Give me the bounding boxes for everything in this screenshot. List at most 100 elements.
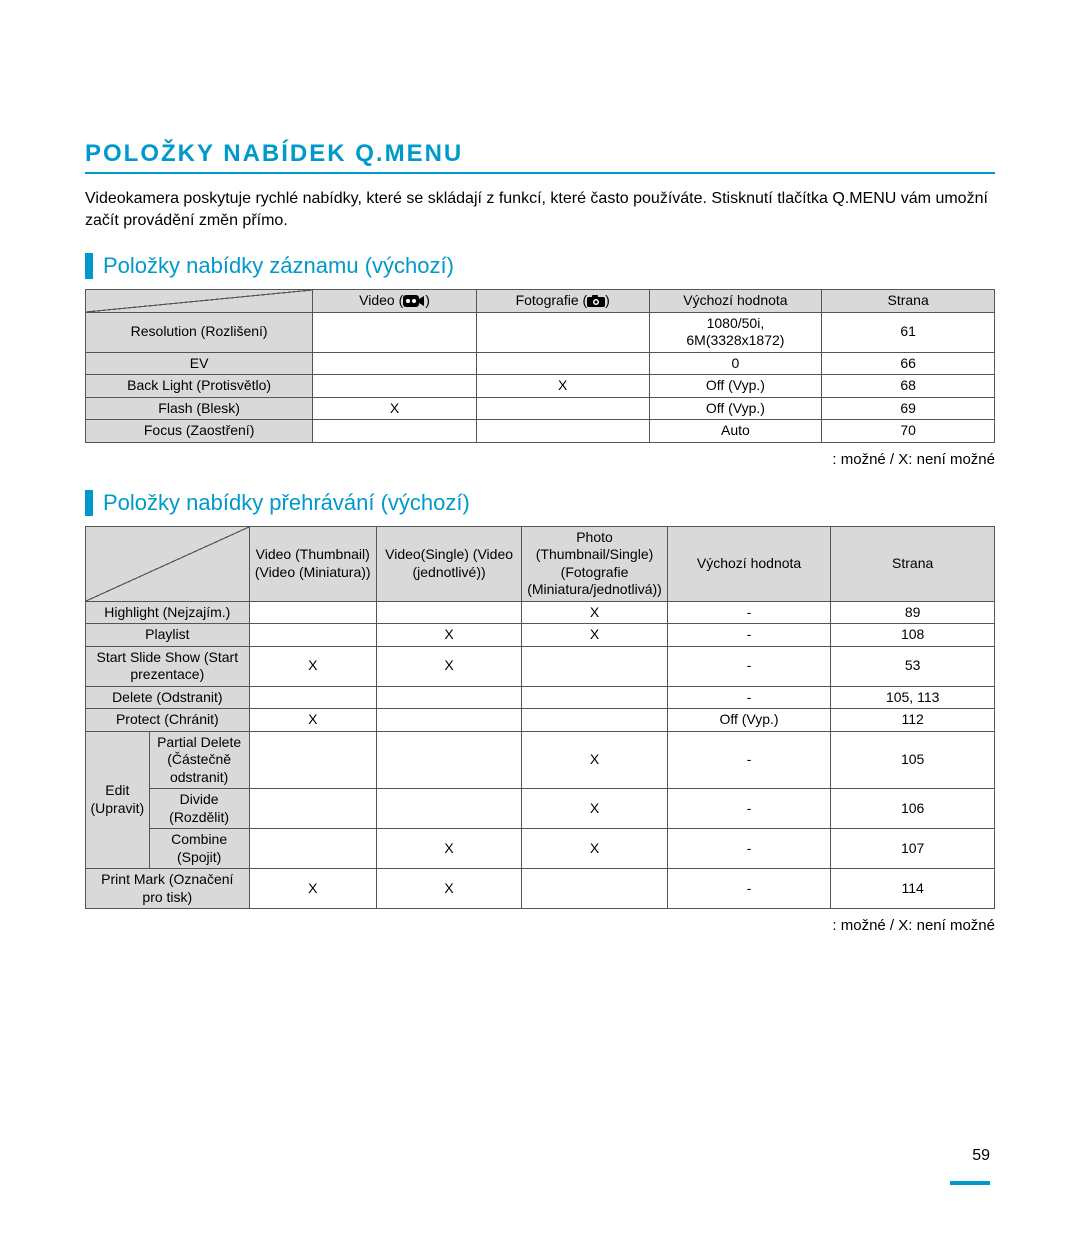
cell: Off (Vyp.) [667,709,831,732]
cell: 105, 113 [831,686,995,709]
table-row: Combine (Spojit)XX-107 [86,829,995,869]
cell: Highlight (Nejzajím.) [86,601,250,624]
col-default: Výchozí hodnota [667,526,831,601]
cell: 108 [831,624,995,647]
cell: Edit (Upravit) [86,731,150,869]
video-suffix: ) [425,292,430,308]
table-row: Start Slide Show (Start prezentace)XX-53 [86,646,995,686]
table-row: Divide (Rozdělit)X-106 [86,789,995,829]
cell [249,829,376,869]
cell: - [667,646,831,686]
cell: 112 [831,709,995,732]
cell: 66 [822,352,995,375]
section2-title: Položky nabídky přehrávání (výchozí) [85,490,995,516]
cell: - [667,829,831,869]
cell: 1080/50i,6M(3328x1872) [649,312,822,352]
cell: X [376,646,521,686]
cell [476,312,649,352]
cell [376,686,521,709]
cell [376,731,521,789]
table-row: Back Light (Protisvětlo)XOff (Vyp.)68 [86,375,995,398]
photo-suffix: ) [605,292,610,308]
blank-header [86,290,313,313]
cell: X [249,869,376,909]
cell: X [249,709,376,732]
section1-title: Položky nabídky záznamu (výchozí) [85,253,995,279]
cell: 61 [822,312,995,352]
page-marker [950,1181,990,1185]
cell: X [522,829,667,869]
cell [476,397,649,420]
legend-text-2: : možné / X: není možné [85,917,995,934]
cell: 70 [822,420,995,443]
cell [376,789,521,829]
video-icon [403,295,425,307]
col-vsingle: Video(Single) (Video (jednotlivé)) [376,526,521,601]
cell: - [667,601,831,624]
cell: Protect (Chránit) [86,709,250,732]
table-row: EV 066 [86,352,995,375]
cell: 114 [831,869,995,909]
legend-text: : možné / X: není možné [85,451,995,468]
cell [522,869,667,909]
cell: - [667,789,831,829]
table-row: Edit (Upravit)Partial Delete (Částečně o… [86,731,995,789]
cell: Combine (Spojit) [149,829,249,869]
table-playback: Video (Thumbnail) (Video (Miniatura)) Vi… [85,526,995,910]
cell: EV [86,352,313,375]
col-default: Výchozí hodnota [649,290,822,313]
table-row: Delete (Odstranit) -105, 113 [86,686,995,709]
page-title: POLOŽKY NABÍDEK Q.MENU [85,140,995,174]
cell: X [376,624,521,647]
cell: Off (Vyp.) [649,397,822,420]
cell [249,624,376,647]
cell: X [249,646,376,686]
cell [249,731,376,789]
col-vthumb: Video (Thumbnail) (Video (Miniatura)) [249,526,376,601]
cell [313,375,477,398]
col-pthumb: Photo (Thumbnail/Single) (Fotografie (Mi… [522,526,667,601]
intro-text: Videokamera poskytuje rychlé nabídky, kt… [85,188,995,231]
table-row: Print Mark (Označení pro tisk)XX-114 [86,869,995,909]
cell: - [667,686,831,709]
page-number: 59 [972,1147,990,1165]
cell [522,646,667,686]
cell: Print Mark (Označení pro tisk) [86,869,250,909]
cell: Divide (Rozdělit) [149,789,249,829]
cell: Start Slide Show (Start prezentace) [86,646,250,686]
cell: X [522,731,667,789]
video-label: Video ( [359,292,403,308]
cell [313,352,477,375]
table-row: PlaylistXX-108 [86,624,995,647]
cell: Flash (Blesk) [86,397,313,420]
cell: X [376,829,521,869]
table-recording: Video () Fotografie () Výchozí hodnota S… [85,289,995,443]
cell: 68 [822,375,995,398]
cell [249,789,376,829]
blank-header [86,526,250,601]
cell: Focus (Zaostření) [86,420,313,443]
col-photo: Fotografie () [476,290,649,313]
cell: X [313,397,477,420]
cell: 0 [649,352,822,375]
table-row: Focus (Zaostření) Auto70 [86,420,995,443]
cell: Resolution (Rozlišení) [86,312,313,352]
cell: Delete (Odstranit) [86,686,250,709]
cell: X [522,601,667,624]
cell: Partial Delete (Částečně odstranit) [149,731,249,789]
cell [313,420,477,443]
table-row: Highlight (Nejzajím.)X-89 [86,601,995,624]
cell [476,420,649,443]
cell: X [476,375,649,398]
cell: 105 [831,731,995,789]
cell: X [376,869,521,909]
cell [522,686,667,709]
cell: Auto [649,420,822,443]
col-video: Video () [313,290,477,313]
cell: 53 [831,646,995,686]
cell: Back Light (Protisvětlo) [86,375,313,398]
table-header-row: Video (Thumbnail) (Video (Miniatura)) Vi… [86,526,995,601]
cell [249,601,376,624]
col-page: Strana [831,526,995,601]
cell [313,312,477,352]
